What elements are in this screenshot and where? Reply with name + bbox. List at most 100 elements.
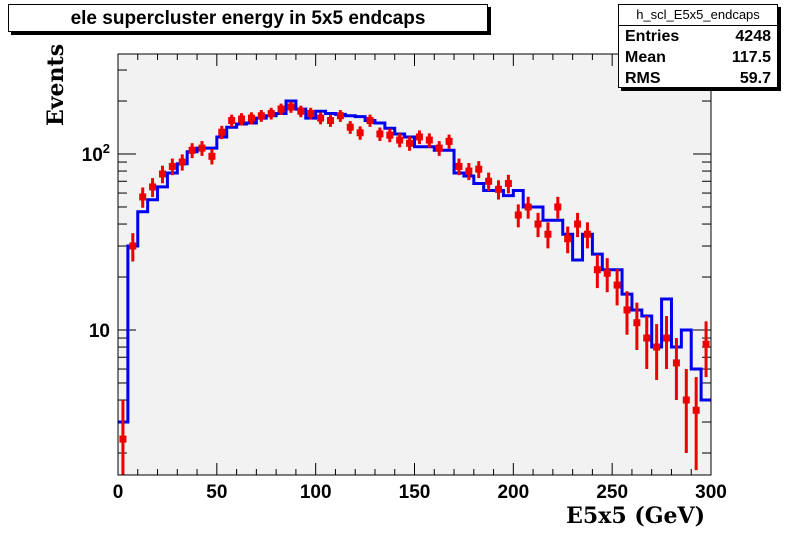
data-marker [129, 242, 137, 250]
data-point [603, 258, 611, 293]
data-marker [287, 103, 295, 111]
histogram-title: ele supercluster energy in 5x5 endcaps [70, 8, 426, 29]
data-point [168, 158, 176, 176]
x-tick-label: 300 [695, 482, 727, 503]
data-marker [514, 211, 522, 219]
histogram-title-box: ele supercluster energy in 5x5 endcaps [8, 4, 488, 32]
data-marker [623, 306, 631, 314]
data-point [149, 178, 157, 197]
data-point [593, 254, 601, 289]
data-point [702, 321, 710, 378]
data-point [396, 133, 404, 148]
data-marker [485, 177, 493, 185]
data-point [307, 107, 315, 120]
data-point [574, 212, 582, 238]
data-marker [208, 152, 216, 160]
data-point [534, 212, 542, 238]
x-tick-label: 250 [596, 482, 628, 503]
data-marker [376, 130, 384, 138]
data-point [336, 110, 344, 122]
data-marker [702, 340, 710, 348]
stats-label: RMS [625, 70, 661, 87]
data-point [623, 291, 631, 335]
data-point [504, 174, 512, 194]
x-tick-label: 150 [399, 482, 431, 503]
data-marker [465, 167, 473, 175]
data-marker [168, 162, 176, 170]
data-point [257, 110, 265, 122]
data-point [435, 141, 443, 156]
data-marker [455, 162, 463, 170]
data-marker [633, 319, 641, 327]
data-marker [682, 396, 690, 404]
data-point [346, 121, 354, 134]
data-marker [663, 334, 671, 342]
data-marker [158, 170, 166, 178]
data-marker [603, 269, 611, 277]
data-point [326, 114, 334, 127]
histogram-step-line [118, 99, 711, 424]
data-marker [307, 109, 315, 117]
data-point [643, 316, 651, 370]
stats-label: Mean [625, 49, 666, 66]
data-point [475, 161, 483, 179]
x-tick-label: 0 [113, 482, 124, 503]
data-marker [445, 137, 453, 145]
data-marker [524, 203, 532, 211]
data-point [514, 204, 522, 228]
stats-label: Entries [625, 28, 680, 45]
y-tick-label: 102 [82, 141, 110, 166]
data-point [267, 107, 275, 120]
data-marker [228, 117, 236, 125]
data-marker [238, 115, 246, 123]
data-marker [267, 109, 275, 117]
data-point [465, 162, 473, 181]
data-point [653, 324, 661, 380]
stats-box: h_scl_E5x5_endcaps Entries 4248 Mean 117… [618, 4, 778, 88]
data-point [445, 134, 453, 149]
data-marker [544, 230, 552, 238]
data-marker [247, 114, 255, 122]
data-marker [119, 435, 127, 443]
x-tick-label: 100 [300, 482, 332, 503]
data-marker [435, 144, 443, 152]
stats-row-mean: Mean 117.5 [619, 47, 777, 68]
data-point [425, 133, 433, 148]
data-point [119, 400, 127, 475]
data-marker [356, 129, 364, 137]
x-tick-label: 200 [497, 482, 529, 503]
data-marker [583, 230, 591, 238]
data-marker [326, 117, 334, 125]
data-point [455, 158, 463, 176]
data-point [415, 130, 423, 145]
data-point [208, 148, 216, 165]
data-marker [554, 203, 562, 211]
data-marker [504, 179, 512, 187]
x-tick-label: 50 [206, 482, 227, 503]
data-point [287, 101, 295, 113]
data-point [228, 114, 236, 127]
data-point [406, 136, 414, 151]
data-point [524, 196, 532, 219]
data-marker [277, 105, 285, 113]
data-point [692, 377, 700, 471]
data-marker [593, 266, 601, 274]
data-point [188, 143, 196, 159]
data-marker [366, 117, 374, 125]
data-point [356, 126, 364, 140]
tick-labels: 0 50 100 150 200 250 300 10 102 [82, 141, 727, 503]
data-marker [257, 112, 265, 120]
data-marker [386, 131, 394, 139]
y-tick-label: 10 [89, 321, 110, 342]
data-marker [534, 220, 542, 228]
data-marker [406, 139, 414, 147]
data-marker [317, 114, 325, 122]
stats-value: 59.7 [739, 70, 771, 87]
data-marker [346, 123, 354, 131]
data-marker [692, 406, 700, 414]
data-point [485, 172, 493, 192]
data-marker [653, 343, 661, 351]
stats-histogram-name: h_scl_E5x5_endcaps [619, 5, 777, 26]
data-marker [425, 136, 433, 144]
data-point [633, 302, 641, 350]
